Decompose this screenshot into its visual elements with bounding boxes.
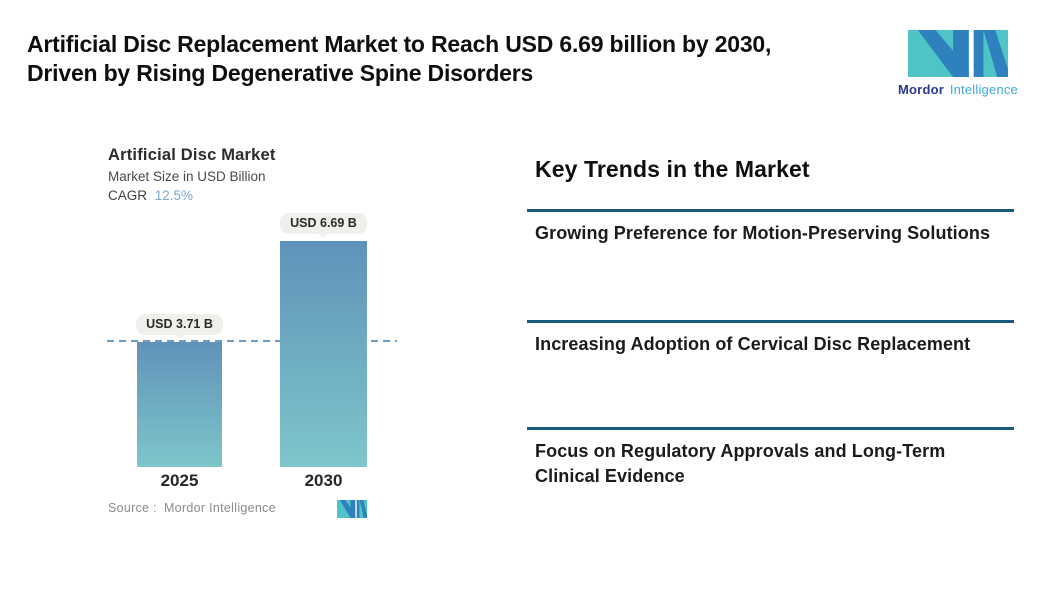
chart-subtitle: Market Size in USD Billion xyxy=(108,169,266,184)
page-title-line-1: Artificial Disc Replacement Market to Re… xyxy=(27,31,772,57)
trend-item-label: Focus on Regulatory Approvals and Long-T… xyxy=(535,441,946,486)
bar-2030 xyxy=(280,241,367,467)
trend-item-label: Growing Preference for Motion-Preserving… xyxy=(535,223,991,243)
bar-2025 xyxy=(137,342,222,467)
value-label-2030: USD 6.69 B xyxy=(280,213,367,238)
source-label: Source : xyxy=(108,501,157,515)
chart-title: Artificial Disc Market xyxy=(108,146,276,164)
x-axis-label-2030: 2030 xyxy=(304,471,343,490)
trends-heading: Key Trends in the Market xyxy=(535,156,810,182)
cagr-label: CAGR xyxy=(108,188,148,203)
trend-item-3: Focus on Regulatory Approvals and Long-T… xyxy=(527,427,1014,489)
bar-group-2025: USD 3.71 B xyxy=(136,314,223,467)
trend-item-label: Increasing Adoption of Cervical Disc Rep… xyxy=(535,334,971,354)
brand-wordmark: Mordor Intelligence xyxy=(898,82,1018,97)
trend-item-1: Growing Preference for Motion-Preserving… xyxy=(527,209,1014,246)
mordor-intelligence-logo-icon xyxy=(908,30,1008,77)
brand-block: Mordor Intelligence xyxy=(898,30,1018,97)
bar-group-2030: USD 6.69 B xyxy=(280,213,367,467)
source-value: Mordor Intelligence xyxy=(163,501,276,515)
page-title: Artificial Disc Replacement Market to Re… xyxy=(27,30,877,88)
brand-name-light: Intelligence xyxy=(949,82,1018,97)
mini-logo-icon xyxy=(337,500,367,518)
brand-name-bold: Mordor xyxy=(898,82,944,97)
reference-dashed-line xyxy=(107,340,397,342)
chart-cagr: CAGR 12.5% xyxy=(108,188,193,203)
value-label-2025: USD 3.71 B xyxy=(136,314,223,339)
x-axis-label-2025: 2025 xyxy=(160,471,199,490)
cagr-value: 12.5% xyxy=(154,188,194,203)
page-title-line-2: Driven by Rising Degenerative Spine Diso… xyxy=(27,60,534,86)
trend-item-2: Increasing Adoption of Cervical Disc Rep… xyxy=(527,320,1014,357)
source-row: Source : Mordor Intelligence xyxy=(108,501,276,515)
